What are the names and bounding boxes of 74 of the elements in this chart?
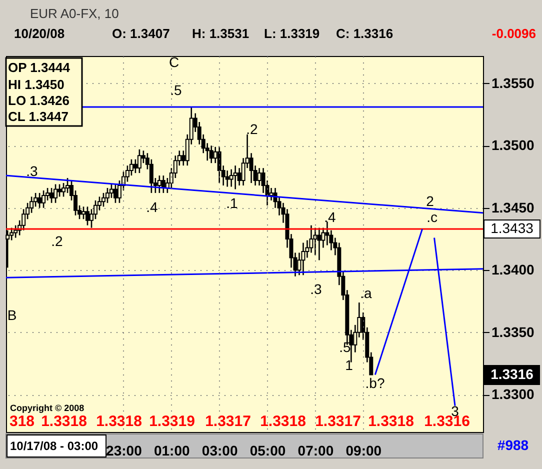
annotation: OP 1.3444	[8, 60, 71, 75]
annotation: 1	[345, 357, 354, 373]
y-tick-label: 1.3450	[492, 199, 535, 216]
text: 10/20/08	[14, 26, 65, 41]
y-tick-label: 1.3300	[492, 386, 535, 402]
candlestick	[54, 184, 58, 204]
y-tick-label: 1.3400	[492, 262, 535, 278]
x-tick-label: 05:00	[250, 442, 286, 458]
candlestick	[233, 164, 238, 190]
annotation: .2	[51, 233, 64, 249]
ref-line-label: 1.3433	[490, 220, 534, 236]
annotation: .a	[360, 285, 372, 301]
candlestick	[82, 206, 86, 220]
x-tick-label: 07:00	[298, 442, 334, 458]
chart-title: EUR A0-FX, 10	[30, 6, 119, 21]
candlestick	[317, 227, 322, 261]
candlestick	[209, 144, 214, 164]
text: 10/17/08 - 03:00	[10, 439, 98, 453]
annotation: .c	[426, 209, 438, 225]
x-tick-label: 09:00	[346, 442, 382, 458]
candlestick	[101, 192, 106, 208]
annotation: LO 1.3426	[8, 93, 70, 108]
candlestick	[58, 184, 62, 198]
candlestick	[301, 242, 306, 276]
candlestick	[225, 170, 230, 188]
annotation: B	[7, 307, 17, 323]
annotation: .2	[246, 121, 258, 137]
text: O: 1.3407	[112, 26, 170, 41]
annotation: .4	[324, 209, 336, 225]
annotation: CL 1.3447	[8, 109, 68, 124]
candlestick	[62, 182, 66, 198]
candlestick	[325, 220, 330, 246]
candlestick	[113, 184, 118, 204]
candlestick	[66, 177, 70, 194]
annotation: .5	[170, 82, 182, 98]
candlestick	[313, 227, 318, 256]
candlestick	[105, 187, 110, 204]
text: -0.0096	[492, 26, 536, 41]
annotation: .3	[310, 281, 322, 297]
y-tick-label: 1.3500	[492, 137, 535, 154]
text: C: 1.3316	[336, 26, 394, 41]
candlestick	[309, 224, 314, 254]
candlestick	[38, 192, 42, 209]
x-tick-label: 23:00	[106, 442, 142, 458]
text: L: 1.3319	[264, 26, 320, 41]
candlestick	[257, 167, 262, 186]
annotation: .b?	[365, 375, 385, 391]
annotation: .5	[339, 339, 352, 355]
y-tick-label: 1.3550	[492, 74, 535, 91]
candlestick	[42, 190, 46, 209]
candlestick	[109, 184, 114, 199]
candlestick	[133, 158, 138, 174]
candlestick	[217, 146, 222, 184]
candlestick	[137, 148, 142, 174]
annotation: HI 1.3450	[8, 77, 64, 92]
text: #988	[497, 437, 529, 453]
text: 1.3316	[490, 366, 534, 382]
text: 318 1.3318 1.3318 1.3319 1.3317 1.3318 1.3317 1.3318	[9, 413, 414, 430]
annotation: Copyright © 2008	[10, 403, 84, 413]
x-tick-label: 03:00	[202, 442, 238, 458]
x-tick-label: 01:00	[154, 442, 190, 458]
candlestick	[14, 224, 18, 238]
annotation: .1	[226, 195, 238, 211]
y-tick-label: 1.3350	[492, 324, 535, 340]
candlestick	[269, 187, 274, 202]
candlestick	[157, 174, 162, 194]
annotation: .4	[146, 199, 158, 215]
candlestick	[229, 168, 234, 188]
annotation: C	[168, 54, 180, 70]
annotation: 2	[426, 193, 434, 209]
candlestick	[85, 206, 90, 226]
candlestick	[50, 187, 54, 204]
annotation: .3	[26, 163, 38, 179]
text: H: 1.3531	[192, 26, 250, 41]
